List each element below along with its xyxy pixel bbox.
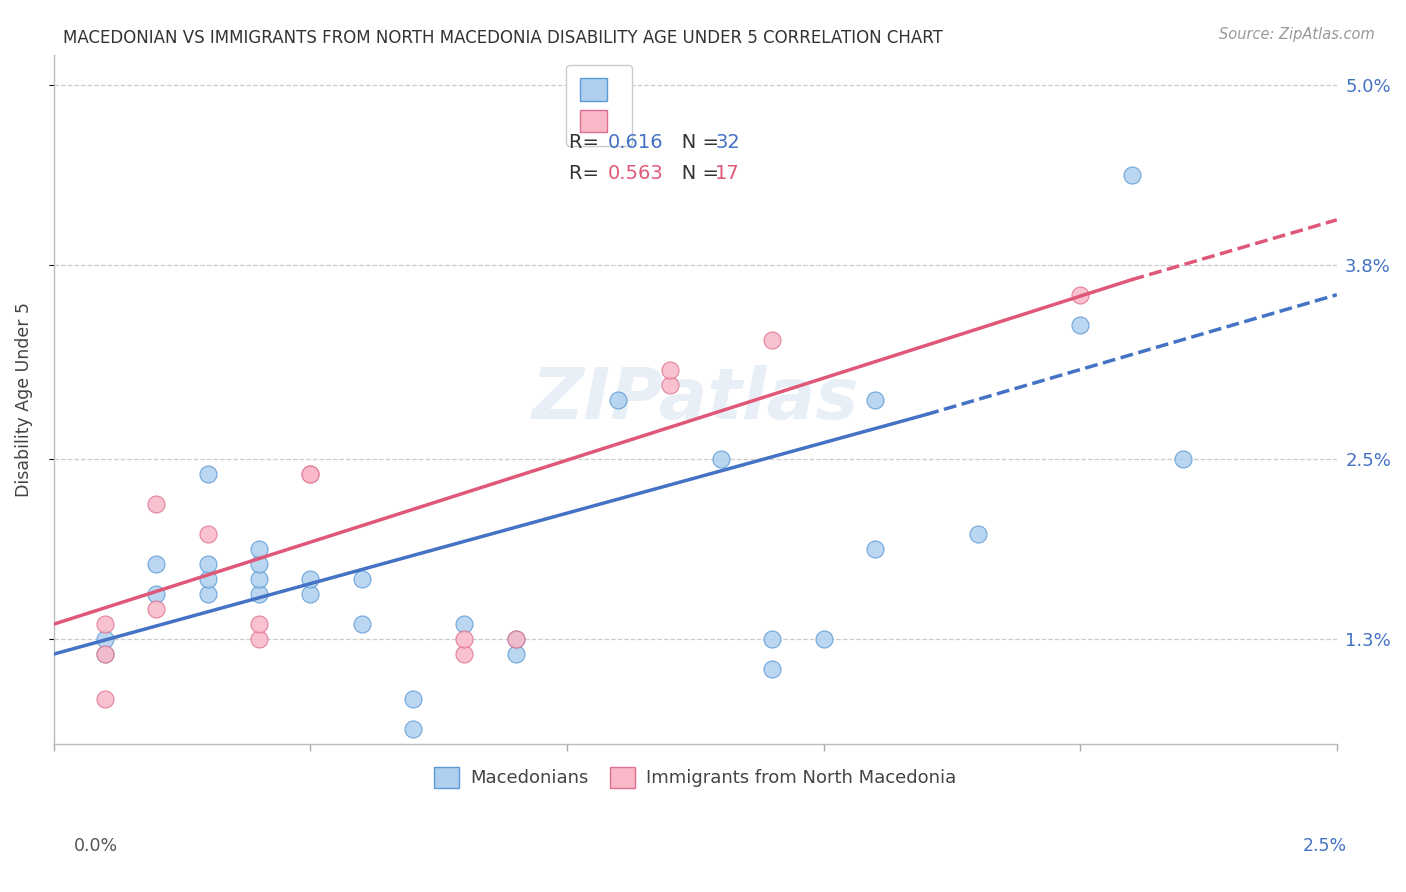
Point bbox=[813, 632, 835, 646]
Text: 2.5%: 2.5% bbox=[1302, 837, 1347, 855]
Point bbox=[350, 617, 373, 632]
Point bbox=[863, 392, 886, 407]
Point bbox=[247, 542, 270, 557]
Text: 0.616: 0.616 bbox=[609, 133, 664, 152]
Point bbox=[247, 617, 270, 632]
Point bbox=[145, 587, 167, 601]
Point bbox=[247, 632, 270, 646]
Legend: Macedonians, Immigrants from North Macedonia: Macedonians, Immigrants from North Maced… bbox=[425, 758, 966, 797]
Text: ZIPatlas: ZIPatlas bbox=[531, 365, 859, 434]
Point bbox=[94, 647, 117, 661]
Point bbox=[761, 333, 783, 347]
Point bbox=[1171, 452, 1194, 467]
Point bbox=[247, 587, 270, 601]
Point bbox=[145, 497, 167, 511]
Point bbox=[453, 632, 475, 646]
Point bbox=[197, 558, 219, 572]
Text: 32: 32 bbox=[716, 133, 740, 152]
Point bbox=[607, 392, 630, 407]
Point bbox=[197, 587, 219, 601]
Point bbox=[505, 632, 527, 646]
Text: Source: ZipAtlas.com: Source: ZipAtlas.com bbox=[1219, 27, 1375, 42]
Point bbox=[299, 572, 322, 586]
Point bbox=[94, 617, 117, 632]
Text: N =: N = bbox=[664, 133, 725, 152]
Point bbox=[299, 587, 322, 601]
Point bbox=[94, 647, 117, 661]
Point bbox=[658, 377, 681, 392]
Point bbox=[247, 558, 270, 572]
Point bbox=[761, 632, 783, 646]
Text: R=: R= bbox=[569, 133, 605, 152]
Point bbox=[453, 647, 475, 661]
Point bbox=[402, 722, 425, 736]
Point bbox=[299, 467, 322, 482]
Point bbox=[197, 527, 219, 541]
Point bbox=[710, 452, 733, 467]
Y-axis label: Disability Age Under 5: Disability Age Under 5 bbox=[15, 302, 32, 497]
Text: N =: N = bbox=[664, 164, 725, 183]
Point bbox=[966, 527, 988, 541]
Point bbox=[1069, 287, 1091, 301]
Point bbox=[1121, 168, 1143, 182]
Point bbox=[1069, 318, 1091, 332]
Point bbox=[145, 558, 167, 572]
Point bbox=[350, 572, 373, 586]
Point bbox=[299, 467, 322, 482]
Point bbox=[761, 662, 783, 676]
Point bbox=[863, 542, 886, 557]
Point bbox=[94, 632, 117, 646]
Point bbox=[505, 632, 527, 646]
Point bbox=[658, 362, 681, 376]
Point bbox=[94, 692, 117, 706]
Text: 17: 17 bbox=[716, 164, 740, 183]
Point bbox=[402, 692, 425, 706]
Text: MACEDONIAN VS IMMIGRANTS FROM NORTH MACEDONIA DISABILITY AGE UNDER 5 CORRELATION: MACEDONIAN VS IMMIGRANTS FROM NORTH MACE… bbox=[63, 29, 943, 46]
Text: R=: R= bbox=[569, 164, 605, 183]
Point bbox=[505, 647, 527, 661]
Point bbox=[197, 572, 219, 586]
Point bbox=[453, 617, 475, 632]
Point bbox=[145, 602, 167, 616]
Text: 0.0%: 0.0% bbox=[73, 837, 118, 855]
Text: 0.563: 0.563 bbox=[609, 164, 664, 183]
Point bbox=[247, 572, 270, 586]
Point bbox=[197, 467, 219, 482]
